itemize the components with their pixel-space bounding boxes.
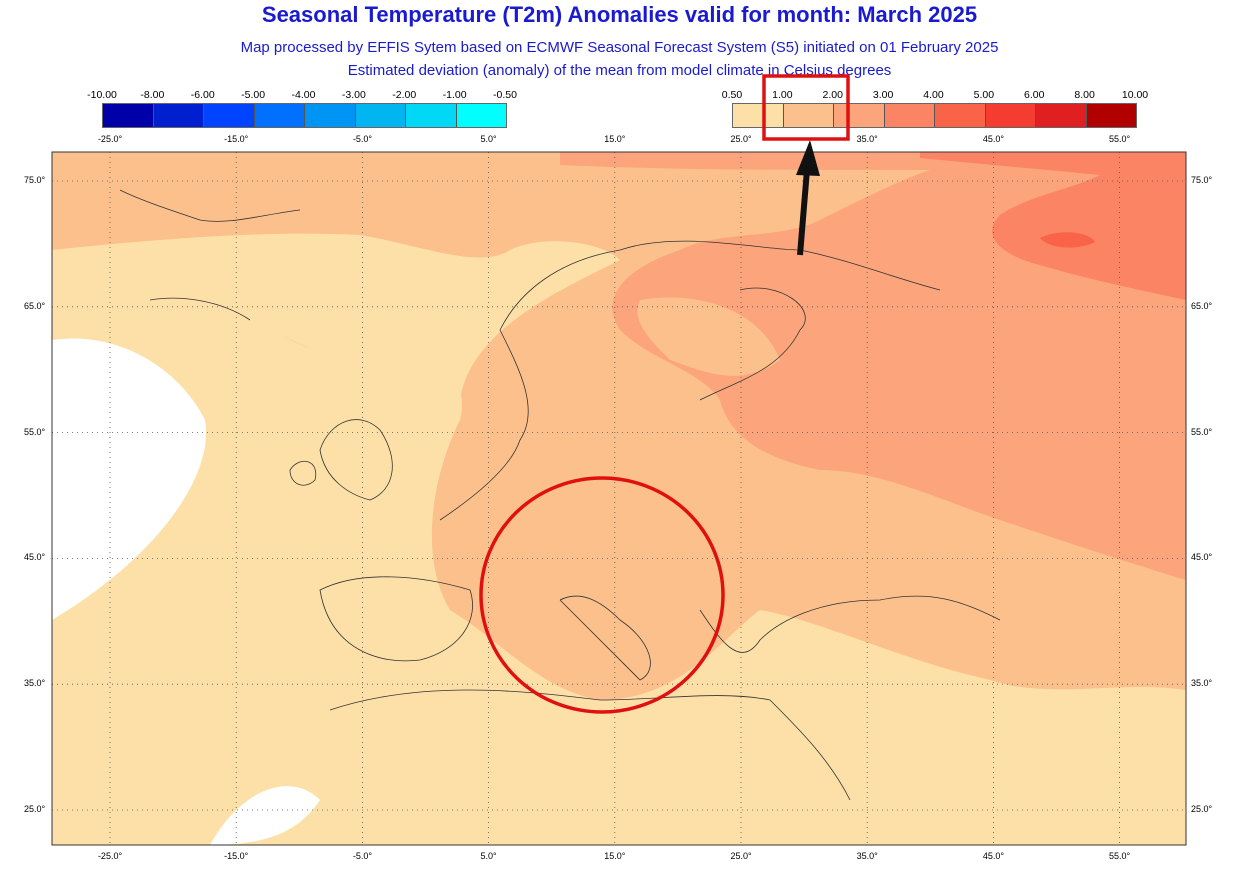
coastlines — [119, 189, 1001, 801]
axis-tick-label: 65.0° — [1191, 300, 1213, 311]
axis-tick-label: 25.0° — [1191, 804, 1213, 814]
axis-tick-label: 15.0° — [604, 851, 626, 861]
axis-tick-label: 25.0° — [24, 804, 46, 814]
colorbar-label: 6.00 — [1024, 89, 1045, 101]
colorbar-swatch — [204, 104, 255, 127]
colorbar-swatch — [254, 104, 305, 127]
highlight-box — [762, 74, 850, 141]
colorbar-label: 1.00 — [772, 89, 793, 101]
axis-tick-label: 5.0° — [480, 851, 497, 861]
colorbar-label: 5.00 — [973, 89, 995, 101]
graticule — [52, 152, 1186, 845]
axis-tick-label: -25.0° — [97, 134, 123, 144]
axis-tick-label: 25.0° — [730, 134, 752, 144]
map-title: Seasonal Temperature (T2m) Anomalies val… — [261, 2, 978, 27]
axis-tick-label: -5.0° — [352, 851, 372, 861]
axis-tick-label: 55.0° — [1109, 134, 1131, 144]
cold-anomaly-colorbar — [102, 103, 507, 128]
colorbar-swatch — [884, 104, 935, 127]
map-frame — [51, 151, 1187, 846]
axis-tick-label: 25.0° — [730, 851, 752, 861]
colorbar-swatch — [935, 104, 986, 127]
axis-tick-label: 75.0° — [24, 175, 46, 185]
colorbar-label: -8.00 — [140, 89, 165, 101]
colorbar-label: -6.00 — [190, 89, 215, 101]
axis-tick-label: 45.0° — [24, 552, 46, 563]
map-description: Estimated deviation (anomaly) of the mea… — [347, 62, 892, 79]
axis-tick-label: 55.0° — [24, 426, 46, 437]
no-anomaly-area-africa — [210, 786, 320, 845]
warm-anomaly-colorbar — [732, 103, 1137, 128]
colorbar-label: 8.00 — [1074, 89, 1095, 101]
axis-tick-label: 45.0° — [1191, 552, 1213, 563]
anomaly-0.5-1-patch-north — [52, 233, 620, 406]
axis-tick-label: 35.0° — [856, 134, 878, 144]
colorbar-swatch — [355, 104, 406, 127]
colorbar-swatch — [153, 104, 204, 127]
colorbar-swatch — [1036, 104, 1087, 127]
colorbar-label: -4.00 — [291, 89, 316, 101]
colorbar-label: 0.50 — [721, 89, 743, 101]
arrow-annotation — [796, 140, 820, 256]
axis-tick-label: 35.0° — [856, 851, 878, 861]
colorbar-swatch — [456, 104, 506, 127]
colorbar-swatch — [733, 104, 784, 127]
map-subtitle: Map processed by EFFIS Sytem based on EC… — [240, 39, 999, 56]
colorbar-label: -2.00 — [392, 89, 417, 101]
colorbar-swatch — [783, 104, 834, 127]
axis-tick-label: 55.0° — [1191, 426, 1213, 437]
anomaly-4-5-patch — [1040, 232, 1095, 248]
axis-tick-label: -15.0° — [224, 134, 249, 144]
axis-tick-label: 35.0° — [1191, 678, 1213, 689]
axis-tick-label: 45.0° — [982, 851, 1004, 861]
colorbar-label: 2.00 — [822, 89, 843, 101]
axis-tick-label: 65.0° — [24, 300, 46, 311]
colorbar-label: -3.00 — [341, 89, 366, 101]
colorbar-label: -0.50 — [493, 89, 517, 101]
axis-tick-label: -5.0° — [352, 134, 372, 144]
colorbar-swatch — [1086, 104, 1136, 127]
colorbar-swatch — [985, 104, 1036, 127]
highlight-circle — [479, 476, 725, 714]
axis-tick-label: 15.0° — [604, 134, 626, 144]
colorbar-label: -10.00 — [87, 89, 117, 101]
axis-tick-label: -25.0° — [97, 851, 123, 861]
no-anomaly-area-atlantic — [52, 338, 207, 620]
colorbar-label: 4.00 — [923, 89, 944, 101]
anomaly-1-2-patch-scandinavia — [637, 297, 780, 376]
axis-tick-label: 55.0° — [1109, 851, 1131, 861]
colorbar-swatch — [406, 104, 457, 127]
axis-tick-label: -15.0° — [224, 851, 249, 861]
colorbar-swatch — [103, 104, 154, 127]
axis-tick-label: 75.0° — [1191, 175, 1213, 185]
colorbar-label: 3.00 — [872, 89, 894, 101]
colorbar-label: 10.00 — [1121, 89, 1149, 101]
colorbar-swatch — [305, 104, 356, 127]
axis-tick-label: 45.0° — [982, 134, 1004, 144]
colorbar-label: -1.00 — [442, 89, 467, 101]
axis-tick-label: 35.0° — [24, 678, 46, 689]
axis-tick-label: 5.0° — [480, 134, 497, 144]
colorbar-label: -5.00 — [241, 89, 266, 101]
